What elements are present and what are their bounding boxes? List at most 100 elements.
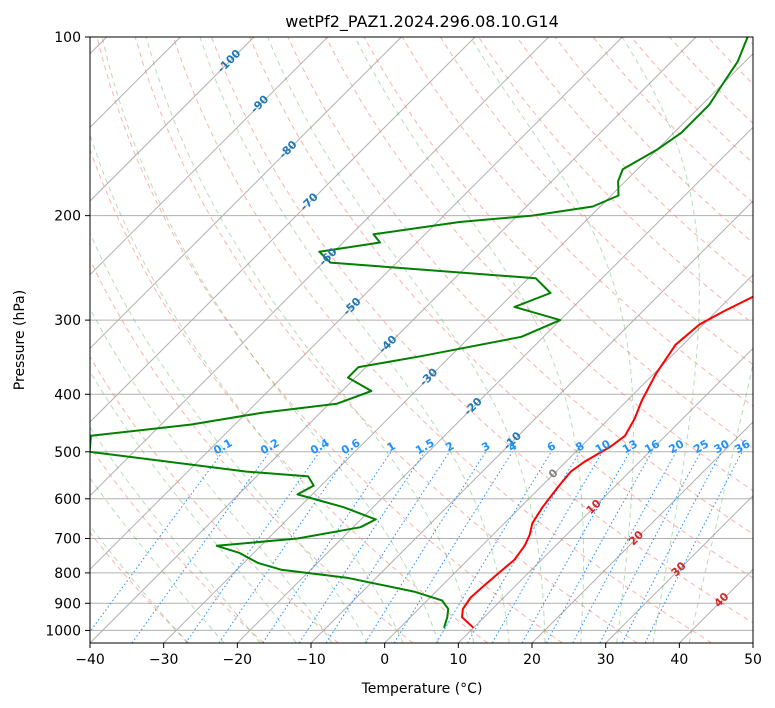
isotherm-label: 10 [584, 497, 604, 517]
mixing-ratio-labels: 0.1 0.2 0.4 0.6 1 1.5 2 3 4 6 8 10 13 16 20 25 30 36 [211, 436, 752, 457]
mixing-ratio-line [298, 451, 426, 643]
mixing-ratio-line [545, 451, 653, 643]
y-tick-label: 900 [54, 596, 81, 612]
mixing-ratio-line [90, 451, 224, 633]
dry-adiabat-line [287, 37, 753, 535]
dry-adiabat-line [516, 37, 753, 284]
plot-area: -100-90-80-70-60-50-40-30-20-10010203040… [90, 37, 753, 643]
moist-adiabat-line [90, 231, 369, 643]
x-tick-label: 40 [670, 652, 688, 668]
mixing-ratio-label: 25 [691, 437, 711, 456]
dry-adiabat-line [90, 148, 488, 643]
isotherm-line [457, 347, 753, 643]
moist-adiabat-line [90, 370, 297, 643]
moist-adiabat-line [145, 37, 475, 643]
isotherm-line [384, 273, 753, 643]
isotherm-line [90, 37, 476, 423]
y-tick-label: 600 [54, 492, 81, 508]
x-tick-label: −20 [223, 652, 253, 668]
dry-adiabat-line [172, 37, 712, 643]
y-axis: 1000 900 800 700 600 500 400 300 200 100 [45, 30, 90, 639]
mixing-ratio-line [435, 451, 552, 643]
isotherm-line [90, 37, 255, 202]
dry-adiabat-line [745, 37, 753, 46]
mixing-ratio-line [364, 451, 487, 643]
x-tick-label: 20 [523, 652, 541, 668]
dry-adiabat-line [439, 37, 753, 366]
moist-adiabat-line [470, 37, 634, 643]
x-tick-label: −10 [296, 652, 326, 668]
mixing-ratio-line [185, 451, 321, 643]
mixing-ratio-label: 30 [712, 437, 732, 456]
isotherm-line [90, 37, 329, 276]
temperature-profile-line [461, 295, 753, 629]
moist-adiabat-line [688, 361, 753, 643]
isotherm-line [310, 200, 753, 643]
y-tick-label: 500 [54, 445, 81, 461]
mixing-ratio-label: 20 [667, 437, 687, 456]
isotherm-line [90, 37, 402, 350]
moist-adiabat-line [90, 426, 261, 643]
dry-adiabat-line [554, 37, 753, 244]
isotherm-line [678, 568, 753, 643]
mixing-ratio-line [131, 451, 271, 643]
moist-adiabat-line [90, 133, 404, 643]
x-tick-label: 50 [744, 652, 762, 668]
plot-frame [89, 36, 754, 644]
mixing-ratio-label: 0.1 [211, 436, 234, 457]
isotherm-line [236, 126, 753, 643]
moist-adiabat-line [90, 477, 225, 643]
y-tick-label: 100 [54, 30, 81, 46]
isotherm-line [90, 37, 697, 643]
moist-adiabat-line [90, 524, 188, 643]
x-tick-label: −40 [75, 652, 105, 668]
moist-adiabat-line [621, 37, 700, 643]
y-tick-label: 1000 [45, 623, 81, 639]
dry-adiabat-line [90, 258, 414, 643]
dry-adiabat-line [134, 37, 638, 643]
mixing-ratio-line [521, 451, 631, 643]
moist-adiabat-line [354, 37, 584, 643]
y-tick-label: 200 [54, 209, 81, 225]
isotherm-line [90, 37, 623, 571]
mixing-ratio-line [644, 451, 743, 643]
profiles [90, 37, 753, 629]
mixing-ratio-label: 10 [593, 437, 613, 456]
mixing-ratio-lines [90, 451, 743, 643]
mixing-ratio-line [262, 451, 392, 643]
moist-adiabat-line [267, 37, 546, 643]
mixing-ratio-label: 0.6 [339, 436, 363, 457]
isobar-gridlines [90, 37, 753, 631]
dry-adiabat-line [592, 37, 753, 204]
dry-adiabat-line [401, 37, 753, 407]
mixing-ratio-label: 1.5 [413, 436, 436, 457]
isotherm-line [605, 494, 753, 643]
mixing-ratio-line [218, 451, 351, 643]
mixing-ratio-line [599, 451, 702, 643]
x-tick-label: 30 [597, 652, 615, 668]
moist-adiabat-line [101, 37, 439, 643]
dry-adiabat-line [96, 37, 563, 643]
y-axis-label: Pressure (hPa) [12, 290, 28, 390]
dewpoint-profile-line [90, 37, 749, 629]
dry-adiabat-line [707, 37, 753, 85]
y-tick-label: 300 [54, 313, 81, 329]
dry-adiabat-line [90, 531, 190, 643]
dry-adiabats [90, 37, 753, 643]
x-tick-label: 0 [380, 652, 389, 668]
x-tick-label: −30 [149, 652, 179, 668]
isotherm-line [531, 421, 753, 643]
y-tick-label: 400 [54, 387, 81, 403]
chart-title: wetPf2_PAZ1.2024.296.08.10.G14 [285, 12, 559, 32]
y-tick-label: 700 [54, 532, 81, 548]
isotherm-line [163, 52, 753, 643]
mixing-ratio-label: 16 [642, 437, 662, 456]
isotherm-line [752, 642, 753, 643]
y-tick-label: 800 [54, 566, 81, 582]
dry-adiabat-line [249, 37, 753, 579]
dry-adiabat-line [90, 445, 264, 643]
mixing-ratio-line [572, 451, 677, 643]
x-tick-label: 10 [449, 652, 467, 668]
dry-adiabat-line [211, 37, 753, 624]
